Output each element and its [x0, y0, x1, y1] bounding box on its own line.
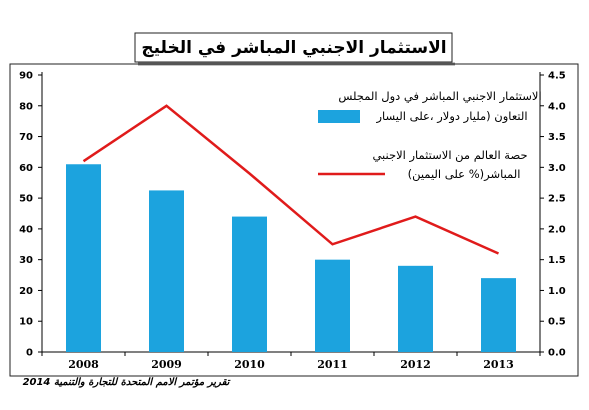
- left-tick-label: 40: [19, 224, 33, 235]
- right-tick-label: 4.0: [548, 101, 566, 112]
- chart-outer-frame: [9, 63, 579, 377]
- x-tick-label: 2013: [483, 358, 514, 371]
- right-tick-label: 1.5: [548, 255, 566, 266]
- x-tick-label: 2011: [317, 358, 348, 371]
- left-tick-label: 20: [19, 286, 33, 297]
- right-axis-ticks: 0.0 0.5 1.0 1.5 2.0 2.5 3.0 3.5 4.0 4.5: [540, 71, 566, 359]
- bar-2008: [66, 164, 101, 352]
- source-note: تقرير مؤتمر الامم المتحدة للتجارة والتنم…: [23, 377, 231, 388]
- right-tick-label: 0.5: [548, 317, 566, 328]
- left-axis-ticks: 0 10 20 30 40 50 60 70 80 90: [19, 71, 42, 359]
- right-tick-label: 1.0: [548, 286, 566, 297]
- left-tick-label: 70: [19, 132, 33, 143]
- right-tick-label: 3.0: [548, 163, 566, 174]
- x-tick-label: 2010: [234, 358, 265, 371]
- x-tick-label: 2012: [400, 358, 431, 371]
- legend-line-label-line1: حصة العالم من الاستثمار الاجنبي: [372, 148, 527, 163]
- left-tick-label: 80: [19, 101, 33, 112]
- bar-2010: [232, 216, 267, 352]
- bar-2012: [398, 265, 433, 352]
- title-border: [134, 32, 453, 63]
- left-tick-label: 60: [19, 163, 33, 174]
- legend-bar-swatch: [318, 110, 360, 123]
- x-axis-ticks: 2008 2009 2010 2011 2012 2013: [41, 352, 541, 371]
- chart-title: الاستثمار الاجنبي المباشر في الخليج: [141, 38, 446, 58]
- line-series: [82, 104, 500, 255]
- right-tick-label: 3.5: [548, 132, 566, 143]
- left-tick-label: 50: [19, 194, 33, 205]
- legend-line-label-line2: المباشر(% على اليمين): [408, 167, 521, 182]
- title-box: الاستثمار الاجنبي المباشر في الخليج: [134, 32, 455, 66]
- x-tick-label: 2008: [68, 358, 99, 371]
- right-tick-label: 4.5: [548, 71, 566, 82]
- x-tick-label: 2009: [151, 358, 182, 371]
- left-tick-label: 90: [19, 71, 33, 82]
- left-tick-label: 0: [26, 348, 33, 359]
- bar-2011: [315, 259, 350, 352]
- bar-2013: [481, 278, 516, 352]
- left-tick-label: 30: [19, 255, 33, 266]
- legend-bar-label-line2: التعاون (مليار دولار ،على اليسار: [375, 109, 527, 124]
- left-tick-label: 10: [19, 317, 33, 328]
- legend: الاستثمار الاجنبي المباشر في دول المجلس …: [318, 89, 542, 182]
- bar-2009: [149, 190, 184, 352]
- right-tick-label: 0.0: [548, 348, 566, 359]
- right-tick-label: 2.0: [548, 224, 566, 235]
- right-tick-label: 2.5: [548, 194, 566, 205]
- bar-series: [66, 164, 516, 352]
- legend-bar-label-line1: الاستثمار الاجنبي المباشر في دول المجلس: [338, 89, 541, 104]
- line-share-of-world: [82, 104, 500, 255]
